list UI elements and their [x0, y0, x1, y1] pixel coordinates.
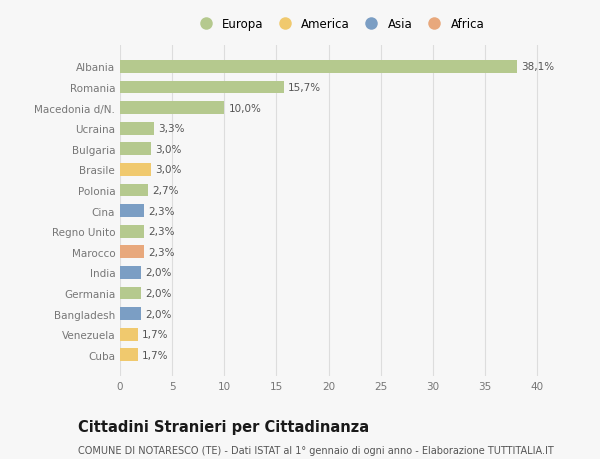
Text: 2,3%: 2,3% — [148, 247, 175, 257]
Text: 38,1%: 38,1% — [521, 62, 554, 72]
Bar — [120, 287, 141, 300]
Text: 1,7%: 1,7% — [142, 350, 169, 360]
Bar — [120, 349, 138, 361]
Text: 2,3%: 2,3% — [148, 206, 175, 216]
Bar — [120, 164, 151, 176]
Bar — [120, 102, 224, 115]
Text: 2,7%: 2,7% — [152, 185, 179, 196]
Bar — [120, 308, 141, 320]
Bar — [120, 81, 284, 94]
Bar — [120, 205, 144, 218]
Text: COMUNE DI NOTARESCO (TE) - Dati ISTAT al 1° gennaio di ogni anno - Elaborazione : COMUNE DI NOTARESCO (TE) - Dati ISTAT al… — [78, 445, 554, 455]
Bar — [120, 266, 141, 279]
Bar — [120, 143, 151, 156]
Bar — [120, 246, 144, 258]
Bar — [120, 184, 148, 197]
Text: 3,0%: 3,0% — [155, 145, 182, 155]
Bar — [120, 61, 517, 73]
Legend: Europa, America, Asia, Africa: Europa, America, Asia, Africa — [191, 16, 487, 33]
Text: 2,0%: 2,0% — [145, 309, 172, 319]
Text: 3,0%: 3,0% — [155, 165, 182, 175]
Bar — [120, 123, 154, 135]
Bar — [120, 225, 144, 238]
Text: Cittadini Stranieri per Cittadinanza: Cittadini Stranieri per Cittadinanza — [78, 419, 369, 434]
Text: 1,7%: 1,7% — [142, 330, 169, 339]
Text: 2,3%: 2,3% — [148, 227, 175, 237]
Text: 15,7%: 15,7% — [288, 83, 321, 93]
Text: 10,0%: 10,0% — [229, 103, 262, 113]
Bar — [120, 328, 138, 341]
Text: 3,3%: 3,3% — [158, 124, 185, 134]
Text: 2,0%: 2,0% — [145, 288, 172, 298]
Text: 2,0%: 2,0% — [145, 268, 172, 278]
